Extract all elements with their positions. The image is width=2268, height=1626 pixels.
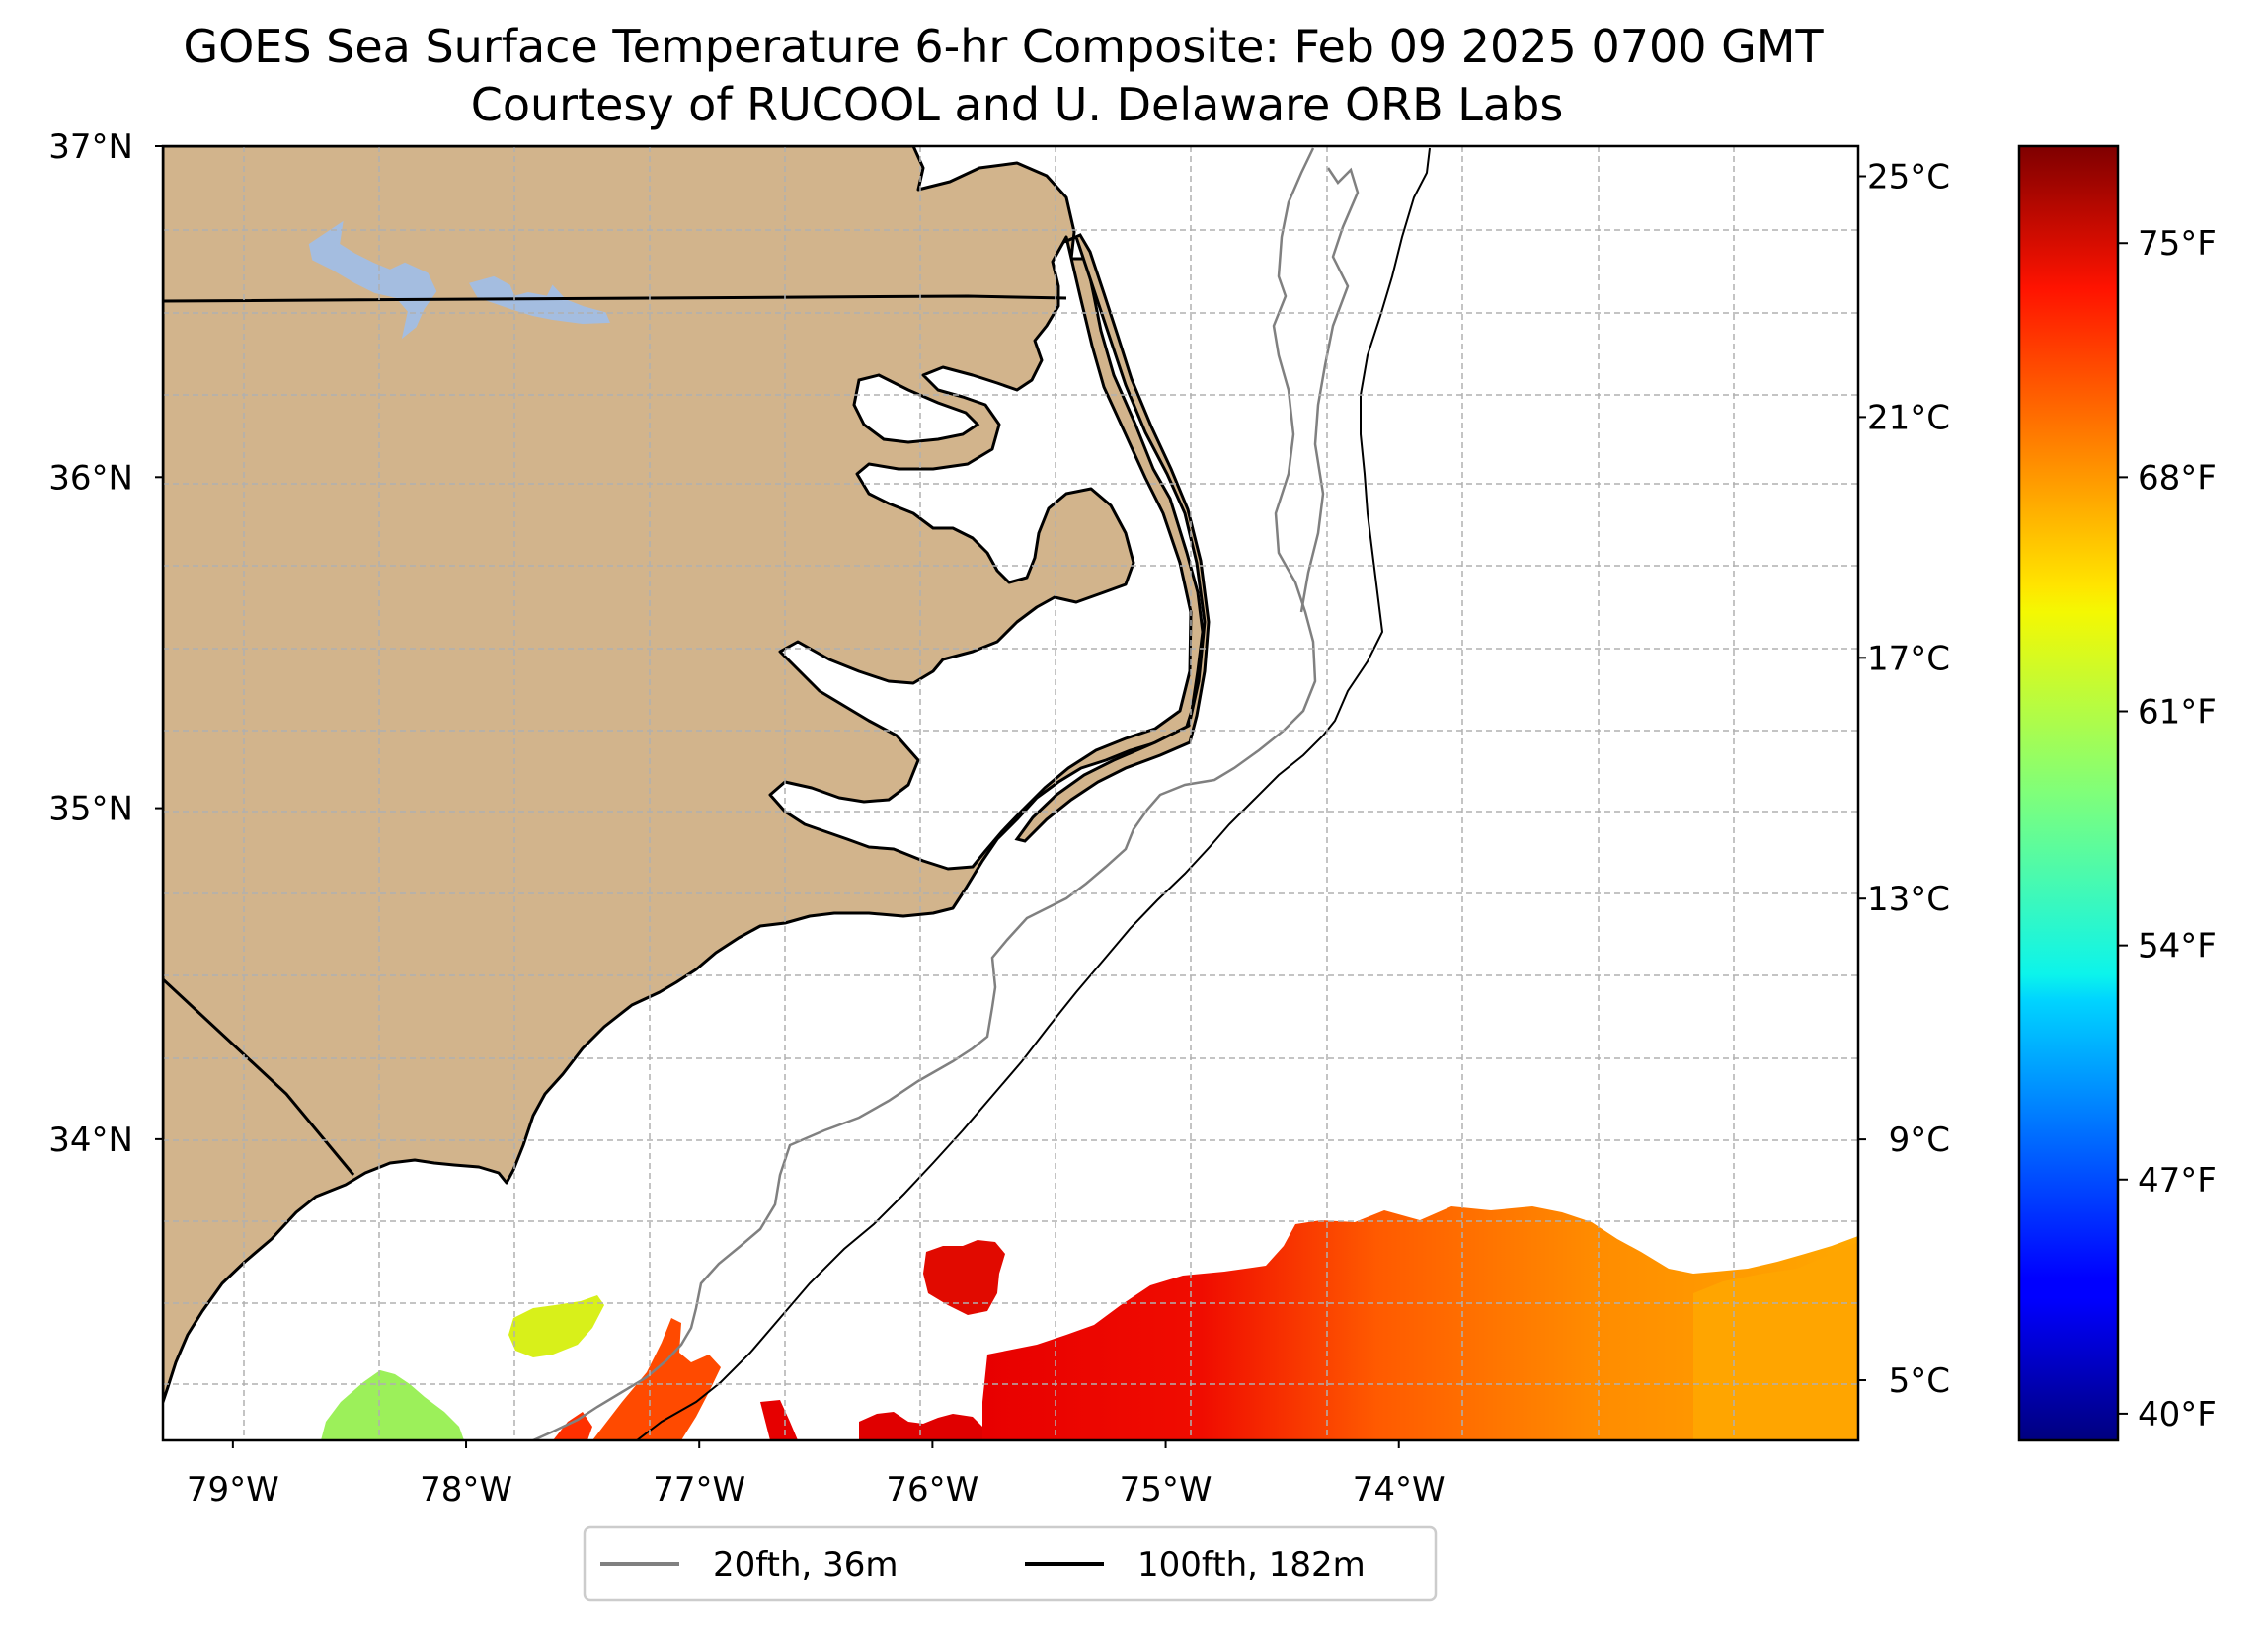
celsius-tick-label: 25°C bbox=[1867, 157, 1950, 196]
longitude-tick-labels: 79°W 78°W 77°W 76°W 75°W 74°W bbox=[187, 1440, 1446, 1510]
legend-label-100fth: 100fth, 182m bbox=[1137, 1545, 1366, 1585]
lon-tick-label: 77°W bbox=[653, 1470, 745, 1510]
lat-tick-label: 35°N bbox=[48, 790, 133, 829]
lat-tick-label: 36°N bbox=[48, 458, 133, 498]
celsius-tick-label: 17°C bbox=[1867, 639, 1950, 678]
celsius-tick-label: 21°C bbox=[1867, 398, 1950, 437]
map-frame bbox=[161, 144, 1860, 1442]
albemarle-sound bbox=[852, 373, 980, 444]
map-subtitle: Courtesy of RUCOOL and U. Delaware ORB L… bbox=[471, 78, 1564, 131]
celsius-tick-label: 9°C bbox=[1889, 1121, 1950, 1160]
fahrenheit-tick-label: 68°F bbox=[2138, 458, 2217, 498]
lon-tick-label: 78°W bbox=[420, 1470, 512, 1510]
latitude-tick-labels: 37°N 36°N 35°N 34°N bbox=[48, 127, 163, 1160]
va-nc-border bbox=[163, 294, 1067, 303]
colorbar-fahrenheit-ticks: 75°F 68°F 61°F 54°F 47°F 40°F bbox=[2118, 224, 2217, 1434]
fahrenheit-tick-label: 75°F bbox=[2138, 224, 2217, 264]
isobath-20fth bbox=[532, 147, 1317, 1440]
colorbar-gradient bbox=[2017, 144, 2120, 1442]
gridlines bbox=[163, 146, 1858, 1440]
colorbar-celsius-ticks: 25°C 21°C 17°C 13°C 9°C 5°C bbox=[1858, 157, 1950, 1401]
fahrenheit-tick-label: 40°F bbox=[2138, 1395, 2217, 1434]
isobath-20fth-shoals bbox=[1299, 167, 1360, 613]
fahrenheit-tick-label: 47°F bbox=[2138, 1161, 2217, 1200]
lat-tick-label: 34°N bbox=[48, 1121, 133, 1160]
lon-tick-label: 74°W bbox=[1353, 1470, 1446, 1510]
land-mass bbox=[163, 146, 1205, 1404]
legend: 20fth, 36m 100fth, 182m bbox=[583, 1525, 1438, 1602]
lat-tick-label: 37°N bbox=[48, 127, 133, 167]
fahrenheit-tick-label: 54°F bbox=[2138, 927, 2217, 967]
nc-sc-border bbox=[163, 977, 355, 1176]
lon-tick-label: 75°W bbox=[1120, 1470, 1212, 1510]
map-panel bbox=[161, 144, 1860, 1442]
celsius-tick-label: 13°C bbox=[1867, 880, 1950, 919]
map-title: GOES Sea Surface Temperature 6-hr Compos… bbox=[183, 20, 1824, 73]
colorbar: 25°C 21°C 17°C 13°C 9°C 5°C 75°F 68°F 61°F 54°F 4… bbox=[1858, 144, 2217, 1442]
lon-tick-label: 79°W bbox=[187, 1470, 279, 1510]
legend-label-20fth: 20fth, 36m bbox=[713, 1545, 899, 1585]
fahrenheit-tick-label: 61°F bbox=[2138, 693, 2217, 733]
legend-box bbox=[583, 1525, 1438, 1602]
lon-tick-label: 76°W bbox=[886, 1470, 978, 1510]
celsius-tick-label: 5°C bbox=[1889, 1361, 1950, 1401]
outer-banks bbox=[1014, 233, 1211, 843]
